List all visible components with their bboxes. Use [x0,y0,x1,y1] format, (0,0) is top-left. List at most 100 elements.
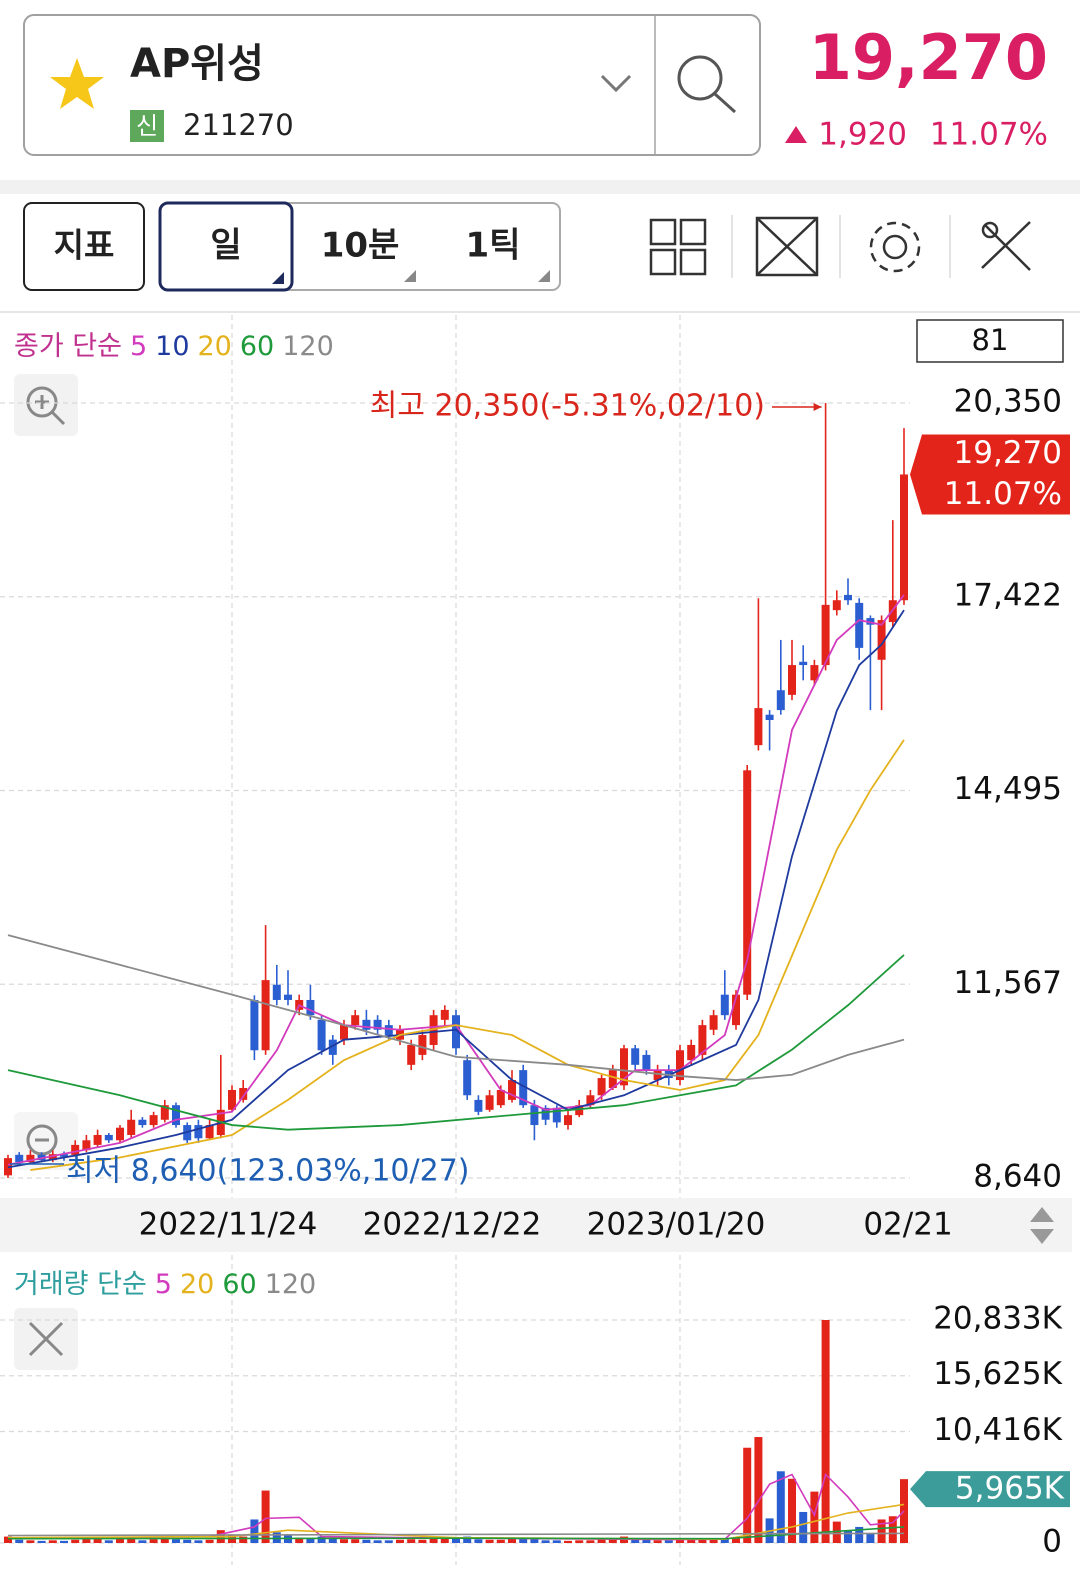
volume-bar [530,1539,539,1543]
candle-body [821,604,830,666]
period-selected[interactable] [158,201,294,292]
date-axis-band [0,1198,1072,1252]
legend-entry: 20 [180,1269,214,1300]
volume-bar [552,1540,561,1543]
legend: 종가 단순 5 10 20 60 120 [14,331,334,362]
candle-body [642,1054,651,1071]
period-day[interactable]: 일 [210,226,241,266]
favorite-star[interactable] [50,58,104,109]
period-tick[interactable]: 1틱 [466,226,521,266]
volume-bar [104,1540,113,1543]
indicator-button[interactable] [23,202,145,291]
close-volume-button[interactable] [14,1308,78,1370]
x-tick-label: 2022/11/24 [139,1207,318,1243]
y-tick-label: 8,640 [973,1159,1062,1195]
candle-body [765,714,774,721]
volume-bar [183,1539,192,1543]
candle-body [15,1154,24,1163]
volume-bar [877,1519,886,1543]
price-change: 1,920 [818,117,907,153]
corner-mark [272,272,284,284]
volume-bar [866,1533,875,1543]
candle-body [138,1119,147,1126]
candle-body [418,1035,427,1055]
candle-body [284,994,292,1000]
candle-body [172,1105,180,1126]
legend-title: 종가 단순 [14,331,122,362]
candle-body [900,474,908,601]
volume-bar [888,1516,897,1543]
current-price: 19,270 [809,21,1048,94]
candle-body [732,994,740,1026]
counter: 81 [972,323,1009,357]
badge-bg [130,110,164,142]
settings-icon[interactable] [869,221,921,273]
volume-bar [60,1540,68,1543]
candle-body [160,1105,169,1120]
candle-body [26,1154,35,1163]
volume-bar [362,1539,371,1543]
volume-bar [709,1539,718,1543]
volume-bar [440,1538,449,1543]
candle-body [855,602,864,648]
candle-body [205,1125,214,1139]
y-tick-label: 11,567 [954,965,1062,1001]
legend-entry: 10 [155,331,189,362]
candle-body [452,1015,460,1049]
candle-body [631,1048,640,1065]
y-tick-label: 20,833K [933,1301,1062,1337]
candle-body [743,770,752,995]
volume-bar [754,1437,763,1543]
stock-search-box[interactable] [23,14,761,156]
search-icon[interactable] [677,55,737,114]
candle-body [60,1154,68,1157]
candle-body [844,594,852,601]
volume-bar [463,1536,472,1543]
volume-bar [575,1540,584,1543]
volume-bar [228,1535,236,1543]
candle-body [317,1019,326,1051]
candle-body [586,1095,595,1106]
candle-body [127,1119,136,1135]
candle-body [698,1025,707,1055]
candle-body [93,1134,102,1145]
fullscreen-icon[interactable] [755,216,819,277]
volume-bar [407,1539,416,1543]
volume-bar [485,1539,494,1543]
zoom-in-button[interactable] [14,374,78,436]
scroll-button[interactable] [1030,1207,1054,1244]
volume-bar [384,1540,393,1543]
volume-bar [597,1539,606,1543]
candle-body [810,665,819,681]
y-tick-label: 17,422 [954,577,1062,613]
volume-bar [261,1490,270,1543]
volume-bar [284,1535,292,1543]
candle-body [48,1154,57,1161]
volume-bar [306,1538,315,1543]
legend-entry: 5 [155,1269,172,1300]
price-change-pct: 11.07% [930,117,1048,153]
volume-bar [48,1540,57,1543]
volume-bar [4,1536,12,1543]
candle-body [474,1099,483,1112]
candle-body [519,1070,528,1106]
corner-mark [404,270,416,282]
candle-body [788,665,796,695]
layout-icon[interactable] [649,218,707,276]
period-10min[interactable]: 10분 [321,226,400,266]
dropdown-chevron[interactable] [600,74,632,93]
volume-bar [474,1539,483,1543]
volume-bar [608,1538,617,1543]
volume-bar [172,1539,180,1543]
volume-bar [26,1540,35,1543]
volume-bar [82,1539,91,1543]
volume-bar [295,1537,304,1543]
volume-bar [149,1539,158,1543]
tools-icon[interactable] [981,221,1031,271]
volume-bar [776,1471,785,1543]
candle-body [306,999,315,1016]
volume-bar [418,1539,427,1543]
arrow-head [813,403,822,411]
candle-body [463,1060,472,1096]
candle-body [239,1087,248,1100]
